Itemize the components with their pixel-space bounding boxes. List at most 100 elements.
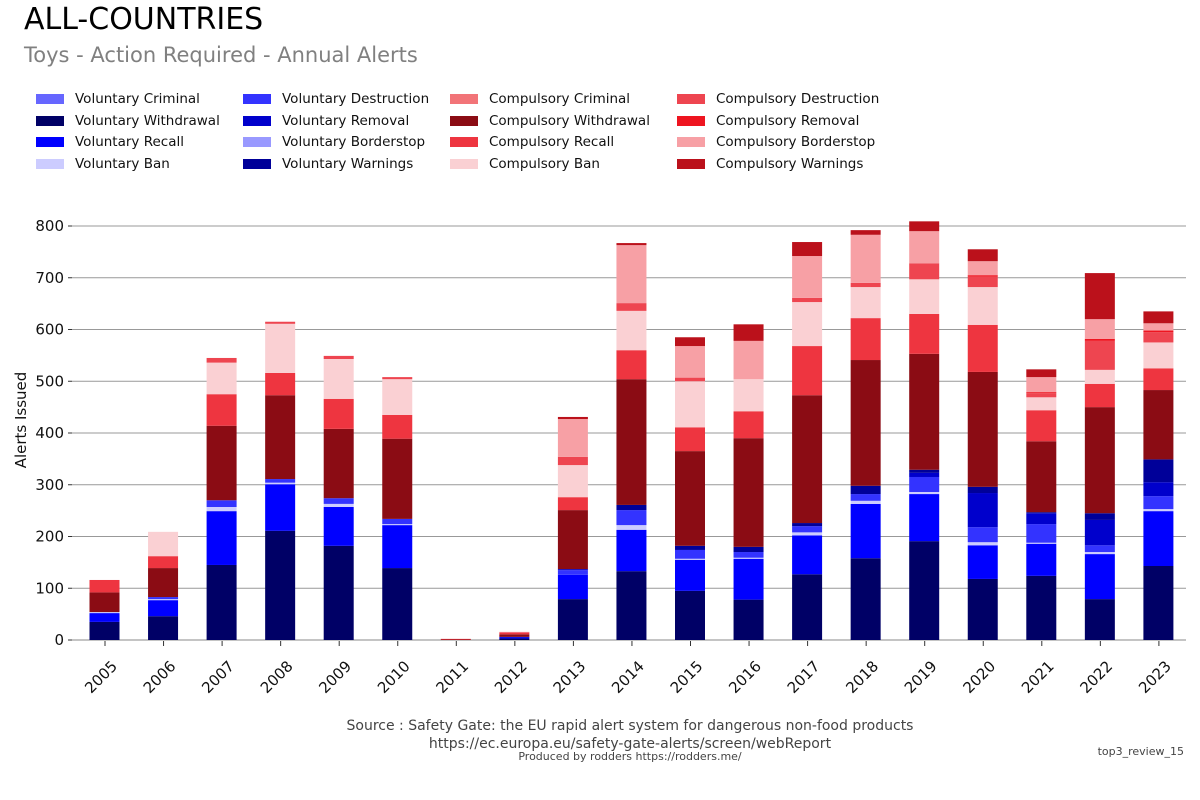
bar-segment-voluntary-withdrawal <box>557 599 588 640</box>
bar-segment-voluntary-ban <box>323 503 354 508</box>
bar-segment-voluntary-ban <box>1084 552 1115 555</box>
bar-stack-2012 <box>499 631 530 640</box>
bar-segment-compulsory-removal <box>967 275 998 277</box>
bar-segment-voluntary-recall <box>206 511 237 565</box>
bar-segment-voluntary-recall <box>1084 554 1115 600</box>
bar-segment-compulsory-destruction <box>206 357 237 363</box>
bar-segment-compulsory-withdrawal <box>616 379 647 505</box>
bar-segment-voluntary-ban <box>1026 542 1057 544</box>
bar-segment-voluntary-ban <box>382 524 413 526</box>
legend-swatch <box>36 159 64 170</box>
bar-segment-voluntary-warnings <box>909 469 940 473</box>
bar-segment-voluntary-recall <box>265 484 296 531</box>
bar-segment-voluntary-ban <box>792 532 823 536</box>
bar-segment-compulsory-withdrawal <box>323 428 354 499</box>
bar-stack-2022 <box>1084 273 1115 640</box>
bar-segment-voluntary-warnings <box>733 546 764 553</box>
y-tick-label: 500 <box>35 372 64 390</box>
bar-segment-compulsory-borderstop <box>909 231 940 264</box>
bar-segment-compulsory-warnings <box>1143 311 1174 324</box>
source-url: https://ec.europa.eu/safety-gate-alerts/… <box>428 736 832 752</box>
bar-segment-compulsory-withdrawal <box>265 395 296 480</box>
legend-item-voluntary-borderstop: Voluntary Borderstop <box>243 133 425 151</box>
bar-segment-compulsory-ban <box>382 379 413 415</box>
bar-segment-voluntary-destruction <box>675 549 705 559</box>
x-tick-label: 2012 <box>491 657 531 697</box>
bar-segment-compulsory-withdrawal <box>850 360 881 486</box>
bar-segment-compulsory-withdrawal <box>557 510 588 570</box>
bar-segment-voluntary-withdrawal <box>265 530 296 640</box>
stacked-bar-chart: 0 100 200 300 400 500 600 700 800 2005 2006 2007 200… <box>12 217 1186 697</box>
bar-segment-voluntary-warnings <box>675 545 705 550</box>
bar-stack-2013 <box>557 416 588 640</box>
legend-swatch <box>243 115 271 126</box>
bar-stack-2007 <box>206 357 237 640</box>
bar-segment-voluntary-withdrawal <box>850 558 881 640</box>
legend-swatch <box>677 115 705 126</box>
bar-segment-compulsory-withdrawal <box>733 438 764 547</box>
bar-segment-voluntary-destruction <box>850 494 881 501</box>
x-tick-label: 2015 <box>667 657 707 697</box>
bar-segment-voluntary-recall <box>382 525 413 569</box>
legend-swatch <box>243 94 271 104</box>
x-tick-label: 2020 <box>959 657 999 697</box>
bar-segment-compulsory-destruction <box>382 377 413 380</box>
bar-segment-compulsory-recall <box>499 632 530 635</box>
legend-swatch <box>243 137 271 148</box>
bar-segment-compulsory-borderstop <box>1143 323 1174 331</box>
bar-segment-voluntary-withdrawal <box>792 574 823 640</box>
legend-swatch <box>450 94 478 104</box>
bar-segment-voluntary-destruction <box>1026 524 1057 543</box>
bar-segment-voluntary-destruction <box>323 498 354 504</box>
bar-segment-compulsory-destruction <box>1026 393 1057 398</box>
x-tick-label: 2014 <box>608 657 648 697</box>
bar-stack-2008 <box>265 321 296 640</box>
chart-subtitle: Toys - Action Required - Annual Alerts <box>24 43 418 67</box>
bar-segment-voluntary-destruction <box>382 518 413 525</box>
y-tick-label: 400 <box>35 424 64 442</box>
legend-swatch <box>36 94 64 104</box>
bar-stack-2009 <box>323 355 354 640</box>
bar-segment-compulsory-recall <box>792 346 823 396</box>
legend-item-voluntary-warnings: Voluntary Warnings <box>243 155 413 173</box>
bar-segment-compulsory-warnings <box>909 221 940 232</box>
x-tick-label: 2005 <box>81 657 121 697</box>
bar-segment-voluntary-warnings <box>850 485 881 495</box>
bar-segment-voluntary-recall <box>148 600 179 617</box>
bar-segment-voluntary-removal <box>499 636 530 638</box>
bar-segment-voluntary-ban <box>148 599 179 601</box>
bar-segment-compulsory-destruction <box>850 282 881 288</box>
bar-segment-compulsory-recall <box>557 497 588 511</box>
bar-segment-compulsory-warnings <box>850 230 881 235</box>
bar-segment-voluntary-withdrawal <box>909 541 940 640</box>
bar-segment-compulsory-borderstop <box>1026 377 1057 393</box>
bar-segment-compulsory-recall <box>733 411 764 439</box>
legend-item-voluntary-ban: Voluntary Ban <box>36 155 170 173</box>
bar-segment-voluntary-withdrawal <box>1084 599 1115 640</box>
bar-segment-voluntary-withdrawal <box>616 571 647 640</box>
bar-segment-compulsory-withdrawal <box>967 371 998 487</box>
bar-segment-compulsory-ban <box>967 287 998 325</box>
bar-segment-compulsory-destruction <box>323 355 354 359</box>
bar-stack-2023 <box>1143 311 1174 640</box>
bar-segment-voluntary-withdrawal <box>206 564 237 640</box>
bar-segment-voluntary-destruction <box>1143 496 1174 510</box>
legend-item-voluntary-destruction: Voluntary Destruction <box>243 90 429 108</box>
bar-segment-compulsory-withdrawal <box>148 568 179 598</box>
bar-segment-compulsory-ban <box>616 310 647 351</box>
bar-segment-voluntary-destruction <box>792 526 823 533</box>
bar-segment-compulsory-recall <box>616 350 647 380</box>
bar-segment-compulsory-withdrawal <box>89 592 120 613</box>
y-tick-label: 600 <box>35 321 64 339</box>
legend-item-compulsory-destruction: Compulsory Destruction <box>677 90 879 108</box>
bar-segment-voluntary-ban <box>616 525 647 530</box>
legend-swatch <box>450 137 478 148</box>
bar-segment-compulsory-ban <box>440 638 471 639</box>
legend-swatch <box>677 94 705 104</box>
legend-label: Voluntary Borderstop <box>282 134 426 151</box>
bar-segment-compulsory-recall <box>323 398 354 429</box>
bar-segment-voluntary-ban <box>850 500 881 504</box>
bar-segment-voluntary-withdrawal <box>89 621 120 640</box>
bar-segment-voluntary-destruction <box>148 597 179 600</box>
bar-segment-voluntary-warnings <box>1026 512 1057 514</box>
